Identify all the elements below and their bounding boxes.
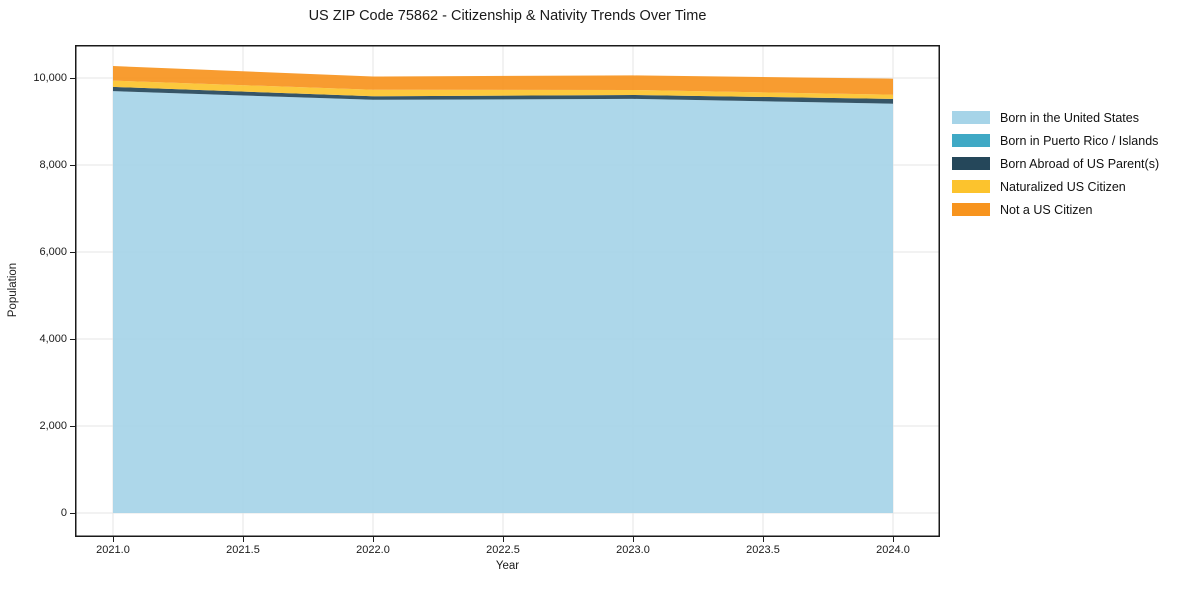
x-tick-label: 2023.5 — [746, 544, 780, 556]
stacked-area-chart — [75, 45, 940, 537]
x-tick-mark — [242, 537, 244, 542]
legend-swatch — [952, 134, 990, 147]
x-tick-label: 2021.0 — [96, 544, 130, 556]
y-tick-mark — [70, 338, 75, 340]
y-axis-label: Population — [7, 262, 19, 318]
legend-item: Naturalized US Citizen — [952, 175, 1159, 198]
legend-item: Not a US Citizen — [952, 198, 1159, 221]
y-tick-label: 0 — [60, 506, 67, 519]
legend-swatch — [952, 203, 990, 216]
x-tick-label: 2023.0 — [616, 544, 650, 556]
y-tick-mark — [70, 77, 75, 79]
y-tick-label: 4,000 — [39, 332, 67, 345]
legend-swatch — [952, 180, 990, 193]
x-tick-mark — [892, 537, 894, 542]
y-tick-label: 10,000 — [33, 71, 67, 84]
y-tick-mark — [70, 251, 75, 253]
legend-label: Born Abroad of US Parent(s) — [1000, 156, 1160, 171]
y-tick-mark — [70, 164, 75, 166]
legend: Born in the United States Born in Puerto … — [952, 106, 1159, 221]
x-tick-label: 2021.5 — [226, 544, 260, 556]
plot-area — [75, 45, 940, 537]
y-tick-label: 2,000 — [39, 419, 67, 432]
y-tick-label: 6,000 — [39, 245, 67, 258]
x-tick-mark — [502, 537, 504, 542]
legend-item: Born Abroad of US Parent(s) — [952, 152, 1159, 175]
area-series-born-abroad-of-us-parent-s- — [113, 86, 893, 104]
legend-swatch — [952, 157, 990, 170]
y-tick-mark — [70, 425, 75, 427]
x-tick-mark — [372, 537, 374, 542]
x-tick-label: 2022.0 — [356, 544, 390, 556]
area-series-naturalized-us-citizen — [113, 80, 893, 99]
x-tick-mark — [762, 537, 764, 542]
x-tick-label: 2024.0 — [876, 544, 910, 556]
x-tick-label: 2022.5 — [486, 544, 520, 556]
legend-label: Born in the United States — [1000, 110, 1139, 125]
legend-label: Born in Puerto Rico / Islands — [1000, 133, 1159, 148]
legend-label: Naturalized US Citizen — [1000, 179, 1126, 194]
y-tick-label: 8,000 — [39, 158, 67, 171]
area-series-born-in-the-united-states — [113, 91, 893, 513]
x-tick-mark — [112, 537, 114, 542]
legend-label: Not a US Citizen — [1000, 202, 1093, 217]
area-series-not-a-us-citizen — [113, 66, 893, 95]
y-tick-mark — [70, 512, 75, 514]
legend-item: Born in the United States — [952, 106, 1159, 129]
x-axis-label: Year — [495, 560, 520, 572]
plot-frame — [75, 45, 940, 537]
legend-swatch — [952, 111, 990, 124]
legend-item: Born in Puerto Rico / Islands — [952, 129, 1159, 152]
x-tick-mark — [632, 537, 634, 542]
chart-title: US ZIP Code 75862 - Citizenship & Nativi… — [308, 8, 707, 24]
